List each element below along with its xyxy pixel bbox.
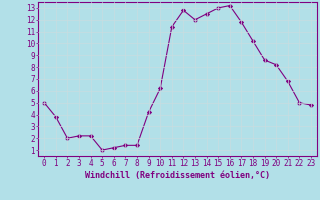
X-axis label: Windchill (Refroidissement éolien,°C): Windchill (Refroidissement éolien,°C) [85,171,270,180]
